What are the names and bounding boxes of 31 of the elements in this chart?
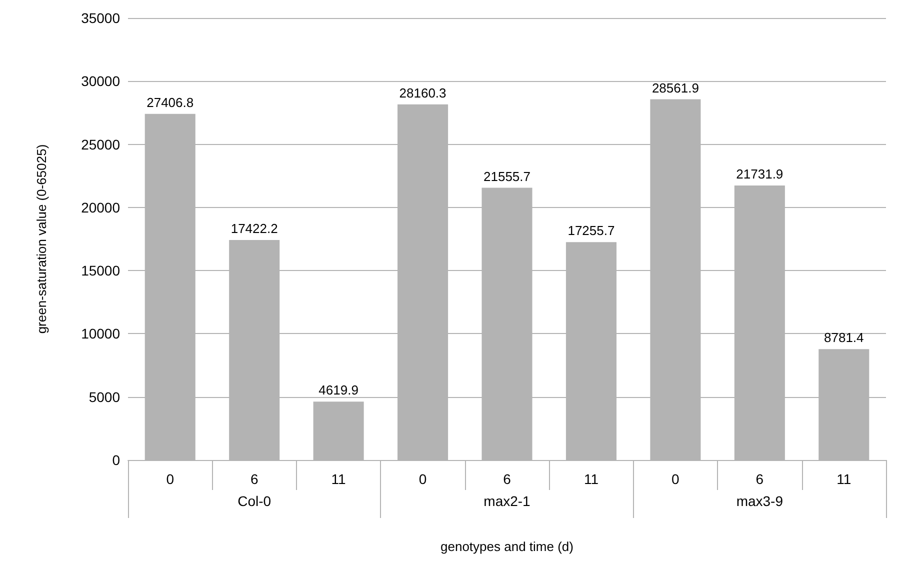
data-label: 28561.9 — [652, 80, 699, 96]
x-tick-label: 0 — [672, 471, 680, 487]
data-label: 27406.8 — [146, 94, 194, 110]
x-axis-title: genotypes and time (d) — [440, 539, 574, 554]
x-tick-label: 11 — [331, 471, 346, 487]
y-tick-label: 10000 — [81, 326, 120, 342]
data-label: 17255.7 — [568, 223, 615, 238]
text: Col-0 — [238, 493, 272, 509]
y-tick-label: 0 — [112, 452, 120, 468]
data-label: 17422.2 — [230, 220, 278, 236]
y-tick-label: 15000 — [81, 262, 120, 279]
x-tick-label: 6 — [250, 471, 258, 487]
y-tick-label: 5000 — [88, 388, 120, 405]
x-tick-label: 11 — [836, 471, 852, 487]
y-tick-label: 35000 — [81, 10, 120, 26]
y-tick-label: 25000 — [81, 136, 120, 152]
data-label: 21731.9 — [736, 166, 784, 182]
data-label: 28160.3 — [399, 85, 446, 100]
data-label: 4619.9 — [318, 382, 358, 398]
data-label: 8781.4 — [824, 330, 864, 346]
data-label: 21555.7 — [484, 168, 530, 184]
y-tick-label: 30000 — [81, 73, 120, 90]
y-tick-label: 20000 — [81, 199, 120, 216]
x-tick-label: 0 — [166, 471, 174, 487]
text: max2-1 — [484, 493, 531, 509]
x-tick-label: 11 — [584, 471, 599, 487]
x-tick-label: 0 — [418, 471, 427, 487]
x-tick-label: 6 — [503, 471, 512, 487]
x-tick-label: 6 — [756, 471, 764, 487]
text: max3-9 — [736, 493, 784, 509]
y-axis-title: green-saturation value (0-65025) — [34, 144, 49, 334]
